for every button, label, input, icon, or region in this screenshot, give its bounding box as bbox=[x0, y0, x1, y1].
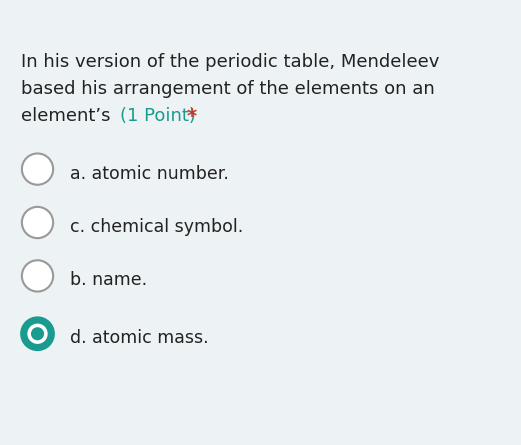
Ellipse shape bbox=[22, 318, 53, 349]
Text: based his arrangement of the elements on an: based his arrangement of the elements on… bbox=[21, 80, 435, 98]
Text: In his version of the periodic table, Mendeleev: In his version of the periodic table, Me… bbox=[21, 53, 439, 71]
Text: b. name.: b. name. bbox=[70, 271, 147, 289]
Ellipse shape bbox=[22, 207, 53, 238]
Text: d. atomic mass.: d. atomic mass. bbox=[70, 329, 209, 347]
Text: c. chemical symbol.: c. chemical symbol. bbox=[70, 218, 244, 236]
Ellipse shape bbox=[22, 154, 53, 185]
Ellipse shape bbox=[22, 260, 53, 291]
Text: element’s: element’s bbox=[21, 107, 110, 125]
Ellipse shape bbox=[31, 327, 44, 340]
Ellipse shape bbox=[27, 324, 48, 344]
Text: (1 Point): (1 Point) bbox=[120, 107, 196, 125]
Text: *: * bbox=[187, 107, 196, 126]
Text: a. atomic number.: a. atomic number. bbox=[70, 165, 229, 182]
